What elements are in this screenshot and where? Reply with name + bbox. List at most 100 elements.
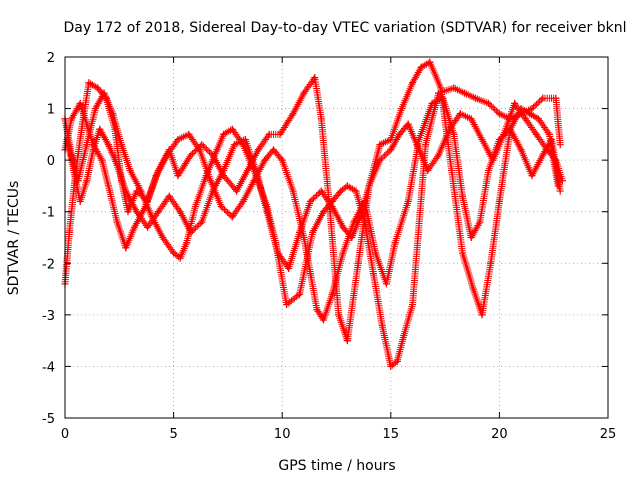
data-point bbox=[339, 223, 347, 231]
data-point bbox=[485, 166, 493, 174]
data-point bbox=[113, 218, 121, 226]
data-series bbox=[63, 99, 566, 272]
y-tick-label: -4 bbox=[42, 360, 55, 375]
data-point bbox=[369, 270, 377, 278]
data-point bbox=[313, 306, 321, 314]
data-point bbox=[393, 357, 401, 365]
data-point bbox=[174, 172, 182, 180]
data-point bbox=[289, 110, 297, 118]
data-points bbox=[61, 58, 566, 370]
data-point bbox=[89, 146, 97, 154]
data-point bbox=[141, 203, 149, 211]
data-point bbox=[532, 130, 540, 138]
data-point bbox=[328, 203, 336, 211]
data-point bbox=[556, 141, 564, 149]
data-point bbox=[183, 239, 191, 247]
data-point bbox=[404, 120, 412, 128]
data-point bbox=[306, 197, 314, 205]
data-point bbox=[217, 203, 225, 211]
data-point bbox=[378, 321, 386, 329]
data-point bbox=[83, 177, 91, 185]
data-point bbox=[409, 79, 417, 87]
data-point bbox=[76, 197, 84, 205]
data-point bbox=[365, 182, 373, 190]
data-point bbox=[417, 63, 425, 71]
data-point bbox=[476, 218, 484, 226]
plot-frame bbox=[64, 56, 609, 419]
data-point bbox=[154, 208, 162, 216]
y-tick-label: -1 bbox=[42, 206, 55, 221]
data-point bbox=[424, 166, 432, 174]
data-point bbox=[376, 141, 384, 149]
data-point bbox=[439, 94, 447, 102]
data-point bbox=[187, 151, 195, 159]
data-point bbox=[539, 94, 547, 102]
data-point bbox=[196, 146, 204, 154]
data-point bbox=[404, 197, 412, 205]
data-point bbox=[382, 280, 390, 288]
data-point bbox=[517, 146, 525, 154]
data-point bbox=[435, 151, 443, 159]
y-tick-label: -5 bbox=[42, 412, 55, 427]
data-point bbox=[133, 208, 141, 216]
data-point bbox=[233, 187, 241, 195]
data-point bbox=[343, 337, 351, 345]
data-point bbox=[467, 234, 475, 241]
data-point bbox=[328, 290, 336, 298]
data-point bbox=[400, 331, 408, 339]
data-point bbox=[526, 110, 534, 118]
y-tick-label: -2 bbox=[42, 257, 55, 272]
data-point bbox=[122, 244, 130, 252]
data-point bbox=[96, 125, 104, 133]
data-point bbox=[220, 130, 228, 138]
data-point bbox=[398, 105, 406, 113]
y-tick-label: 1 bbox=[47, 103, 55, 118]
x-tick-label: 15 bbox=[383, 427, 400, 442]
data-point bbox=[198, 141, 206, 149]
data-point bbox=[98, 156, 106, 164]
data-point bbox=[152, 172, 160, 180]
data-point bbox=[319, 208, 327, 216]
data-point bbox=[170, 249, 178, 257]
data-point bbox=[317, 115, 325, 123]
data-point bbox=[300, 89, 308, 97]
data-point bbox=[296, 228, 304, 236]
data-point bbox=[450, 130, 458, 138]
data-point bbox=[243, 166, 251, 174]
data-point bbox=[461, 89, 469, 97]
data-point bbox=[485, 99, 493, 107]
data-point bbox=[174, 136, 182, 144]
data-point bbox=[176, 208, 184, 216]
data-point bbox=[91, 105, 99, 113]
data-point bbox=[126, 166, 134, 174]
data-point bbox=[94, 84, 102, 92]
data-point bbox=[387, 146, 395, 154]
y-axis-label: SDTVAR / TECUs bbox=[6, 181, 22, 296]
data-point bbox=[68, 115, 76, 123]
y-tick-label: 0 bbox=[47, 154, 55, 169]
data-point bbox=[70, 166, 78, 174]
data-point bbox=[495, 110, 503, 118]
data-point bbox=[113, 161, 121, 169]
data-point bbox=[252, 166, 260, 174]
data-point bbox=[343, 182, 351, 190]
data-point bbox=[445, 125, 453, 133]
data-point bbox=[289, 187, 297, 195]
data-point bbox=[356, 213, 364, 221]
data-point bbox=[335, 311, 343, 319]
y-tick-label: 2 bbox=[47, 51, 55, 66]
data-point bbox=[348, 234, 356, 241]
axis-ticks: 0 5 10 15 20 25 -5 -4 -3 -2 -1 0 1 2 bbox=[42, 51, 616, 442]
data-point bbox=[239, 197, 247, 205]
data-point bbox=[409, 301, 417, 309]
data-point bbox=[489, 156, 497, 164]
data-point bbox=[144, 223, 152, 231]
data-point bbox=[478, 311, 486, 319]
data-point bbox=[458, 249, 466, 257]
data-point bbox=[415, 136, 423, 144]
data-point bbox=[104, 141, 112, 149]
data-point bbox=[395, 130, 403, 138]
data-point bbox=[278, 156, 286, 164]
data-point bbox=[285, 264, 293, 272]
